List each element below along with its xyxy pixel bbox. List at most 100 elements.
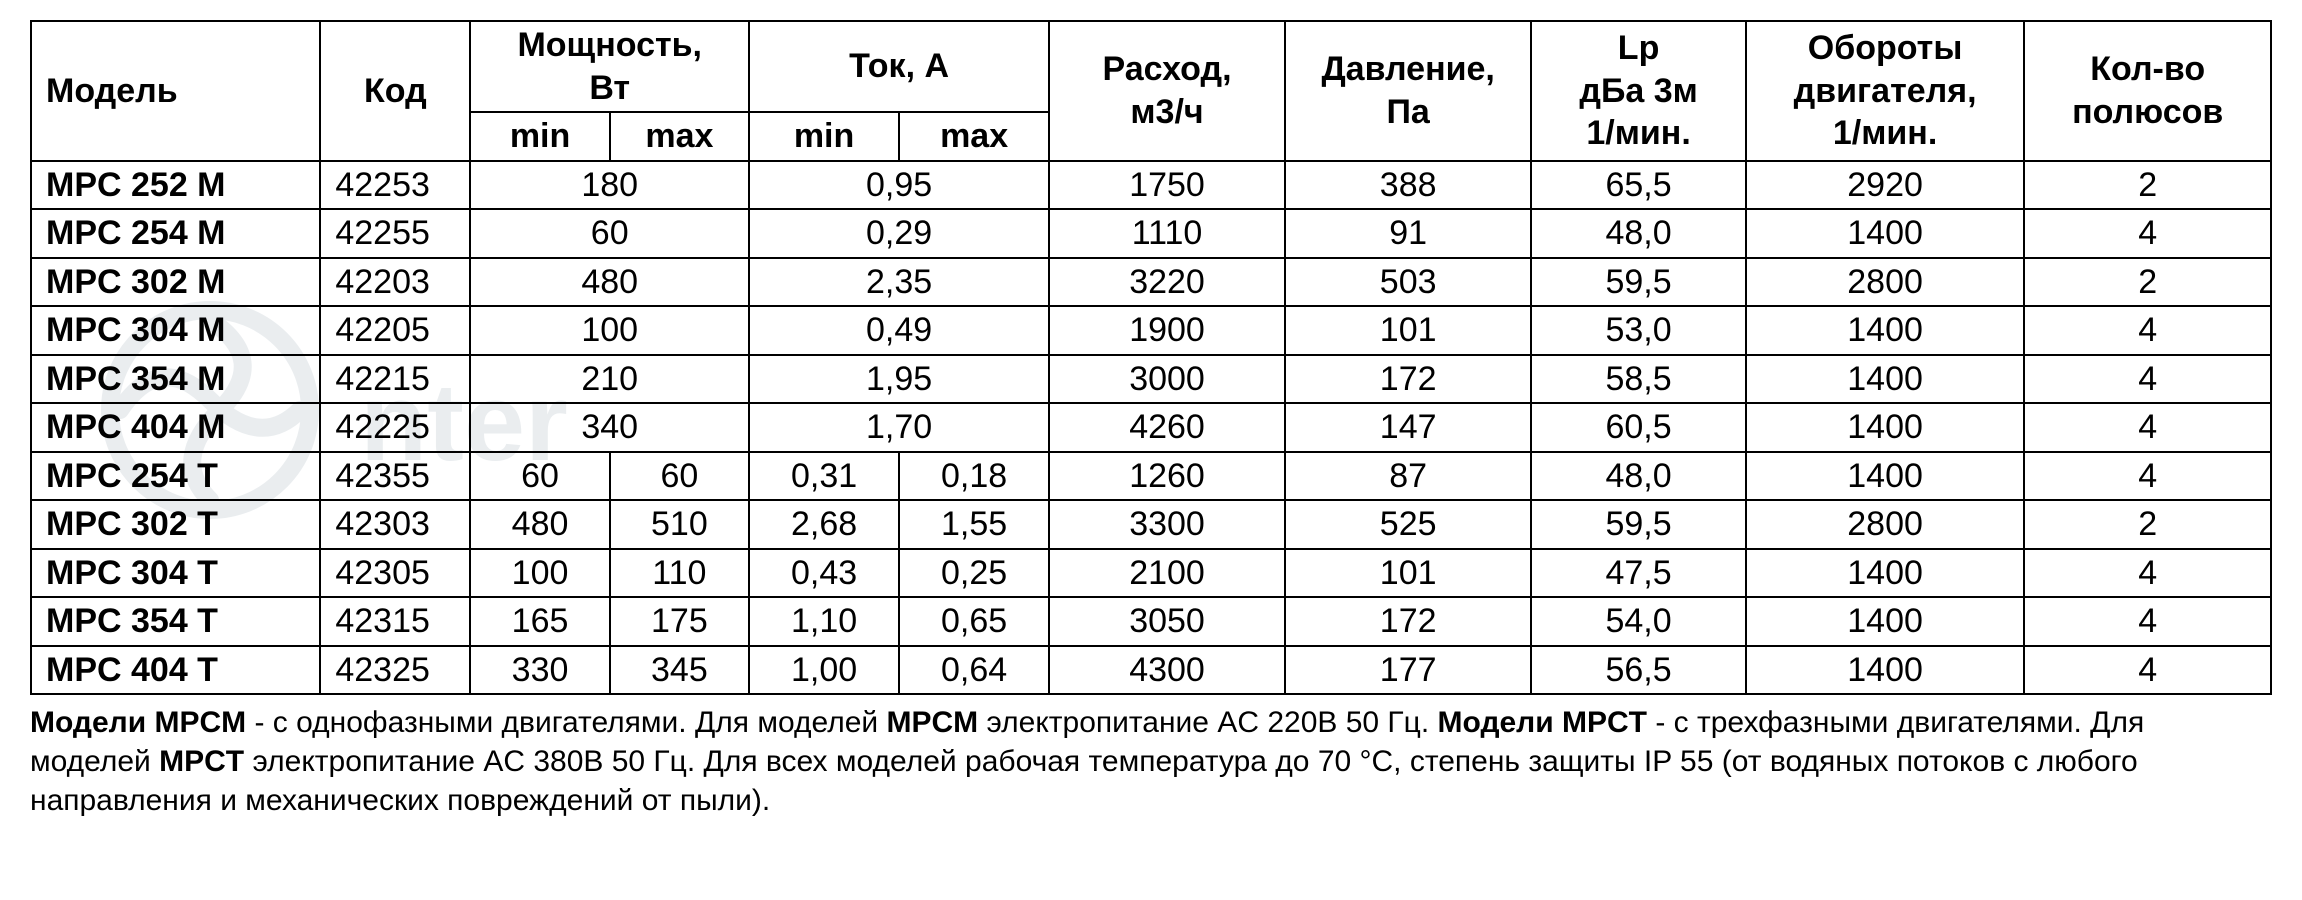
cell-code: 42203 bbox=[320, 258, 470, 307]
hdr-code: Код bbox=[320, 21, 470, 161]
table-row: MPC 304 M422051000,49190010153,014004 bbox=[31, 306, 2271, 355]
hdr-flow: Расход,м3/ч bbox=[1049, 21, 1285, 161]
cell-lp: 54,0 bbox=[1531, 597, 1745, 646]
cell-current: 2,35 bbox=[749, 258, 1049, 307]
cell-power: 340 bbox=[470, 403, 749, 452]
spec-table: Модель Код Мощность,Вт Ток, А Расход,м3/… bbox=[30, 20, 2272, 695]
cell-rpm: 1400 bbox=[1746, 209, 2025, 258]
cell-pressure: 172 bbox=[1285, 355, 1532, 404]
cell-power-max: 110 bbox=[610, 549, 749, 598]
cell-pressure: 91 bbox=[1285, 209, 1532, 258]
footnote: Модели MPCM - с однофазными двигателями.… bbox=[30, 703, 2272, 820]
hdr-current-max: max bbox=[899, 112, 1049, 161]
cell-model: MPC 404 T bbox=[31, 646, 320, 695]
cell-power-min: 100 bbox=[470, 549, 609, 598]
cell-power-max: 175 bbox=[610, 597, 749, 646]
cell-current-min: 0,31 bbox=[749, 452, 899, 501]
cell-code: 42225 bbox=[320, 403, 470, 452]
cell-rpm: 2800 bbox=[1746, 500, 2025, 549]
cell-flow: 1900 bbox=[1049, 306, 1285, 355]
cell-poles: 4 bbox=[2024, 452, 2271, 501]
table-row: MPC 404 M422253401,70426014760,514004 bbox=[31, 403, 2271, 452]
cell-poles: 2 bbox=[2024, 258, 2271, 307]
hdr-power-max: max bbox=[610, 112, 749, 161]
cell-lp: 58,5 bbox=[1531, 355, 1745, 404]
cell-current-min: 0,43 bbox=[749, 549, 899, 598]
cell-code: 42355 bbox=[320, 452, 470, 501]
cell-rpm: 1400 bbox=[1746, 403, 2025, 452]
hdr-model: Модель bbox=[31, 21, 320, 161]
cell-current-max: 0,18 bbox=[899, 452, 1049, 501]
cell-flow: 1110 bbox=[1049, 209, 1285, 258]
hdr-pressure: Давление,Па bbox=[1285, 21, 1532, 161]
cell-model: MPC 302 T bbox=[31, 500, 320, 549]
cell-rpm: 1400 bbox=[1746, 355, 2025, 404]
cell-power-min: 480 bbox=[470, 500, 609, 549]
cell-lp: 56,5 bbox=[1531, 646, 1745, 695]
cell-flow: 1750 bbox=[1049, 161, 1285, 210]
cell-power-max: 510 bbox=[610, 500, 749, 549]
cell-code: 42215 bbox=[320, 355, 470, 404]
hdr-current: Ток, А bbox=[749, 21, 1049, 112]
cell-pressure: 503 bbox=[1285, 258, 1532, 307]
cell-flow: 2100 bbox=[1049, 549, 1285, 598]
cell-current-min: 2,68 bbox=[749, 500, 899, 549]
cell-code: 42205 bbox=[320, 306, 470, 355]
table-row: MPC 302 M422034802,35322050359,528002 bbox=[31, 258, 2271, 307]
cell-code: 42305 bbox=[320, 549, 470, 598]
cell-power: 60 bbox=[470, 209, 749, 258]
cell-current-max: 0,25 bbox=[899, 549, 1049, 598]
cell-poles: 4 bbox=[2024, 646, 2271, 695]
cell-model: MPC 254 M bbox=[31, 209, 320, 258]
footnote-text: - с однофазными двигателями. Для моделей bbox=[246, 706, 886, 739]
cell-rpm: 1400 bbox=[1746, 452, 2025, 501]
cell-poles: 4 bbox=[2024, 549, 2271, 598]
footnote-bold: Модели MPCT bbox=[1438, 706, 1647, 739]
cell-pressure: 172 bbox=[1285, 597, 1532, 646]
cell-pressure: 147 bbox=[1285, 403, 1532, 452]
table-row: MPC 404 T423253303451,000,64430017756,51… bbox=[31, 646, 2271, 695]
cell-rpm: 2920 bbox=[1746, 161, 2025, 210]
footnote-text: электропитание AC 220В 50 Гц. bbox=[978, 706, 1437, 739]
cell-lp: 60,5 bbox=[1531, 403, 1745, 452]
cell-poles: 4 bbox=[2024, 597, 2271, 646]
cell-rpm: 1400 bbox=[1746, 549, 2025, 598]
cell-rpm: 1400 bbox=[1746, 597, 2025, 646]
cell-model: MPC 404 M bbox=[31, 403, 320, 452]
cell-lp: 47,5 bbox=[1531, 549, 1745, 598]
cell-pressure: 525 bbox=[1285, 500, 1532, 549]
spec-table-body: MPC 252 M422531800,95175038865,529202MPC… bbox=[31, 161, 2271, 695]
cell-rpm: 1400 bbox=[1746, 646, 2025, 695]
table-row: MPC 302 T423034805102,681,55330052559,52… bbox=[31, 500, 2271, 549]
cell-lp: 59,5 bbox=[1531, 258, 1745, 307]
cell-pressure: 101 bbox=[1285, 549, 1532, 598]
cell-model: MPC 304 M bbox=[31, 306, 320, 355]
cell-poles: 4 bbox=[2024, 403, 2271, 452]
cell-current: 0,95 bbox=[749, 161, 1049, 210]
cell-model: MPC 254 T bbox=[31, 452, 320, 501]
cell-current-min: 1,00 bbox=[749, 646, 899, 695]
cell-current-max: 0,64 bbox=[899, 646, 1049, 695]
cell-power: 210 bbox=[470, 355, 749, 404]
cell-current: 1,70 bbox=[749, 403, 1049, 452]
cell-code: 42303 bbox=[320, 500, 470, 549]
hdr-power-min: min bbox=[470, 112, 609, 161]
table-row: MPC 354 T423151651751,100,65305017254,01… bbox=[31, 597, 2271, 646]
cell-power-max: 60 bbox=[610, 452, 749, 501]
table-row: MPC 254 M42255600,2911109148,014004 bbox=[31, 209, 2271, 258]
cell-lp: 48,0 bbox=[1531, 452, 1745, 501]
cell-code: 42315 bbox=[320, 597, 470, 646]
cell-flow: 1260 bbox=[1049, 452, 1285, 501]
cell-lp: 53,0 bbox=[1531, 306, 1745, 355]
cell-model: MPC 354 M bbox=[31, 355, 320, 404]
cell-power: 480 bbox=[470, 258, 749, 307]
footnote-text: электропитание AC 380В 50 Гц. Для всех м… bbox=[30, 745, 2138, 817]
cell-pressure: 101 bbox=[1285, 306, 1532, 355]
cell-code: 42255 bbox=[320, 209, 470, 258]
cell-current: 0,49 bbox=[749, 306, 1049, 355]
cell-rpm: 2800 bbox=[1746, 258, 2025, 307]
cell-poles: 4 bbox=[2024, 306, 2271, 355]
cell-code: 42253 bbox=[320, 161, 470, 210]
table-row: MPC 252 M422531800,95175038865,529202 bbox=[31, 161, 2271, 210]
cell-flow: 3300 bbox=[1049, 500, 1285, 549]
